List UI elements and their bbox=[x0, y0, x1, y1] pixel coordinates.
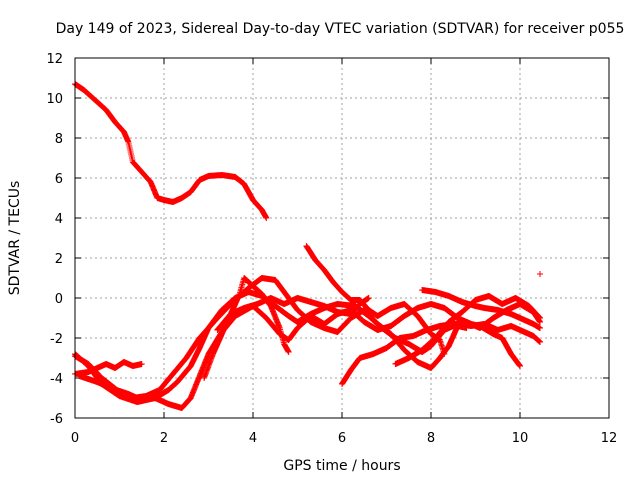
plot-frame bbox=[74, 57, 610, 419]
y-tick-label: 10 bbox=[46, 92, 63, 107]
x-tick-label: 2 bbox=[160, 431, 168, 446]
x-tick-label: 8 bbox=[427, 431, 435, 446]
data-points bbox=[72, 81, 544, 411]
y-tick-label: -4 bbox=[50, 372, 63, 387]
x-tick-label: 4 bbox=[249, 431, 257, 446]
y-tick-label: 12 bbox=[46, 52, 63, 67]
y-tick-label: 2 bbox=[55, 252, 63, 267]
series-track-12 bbox=[537, 271, 544, 277]
y-axis-title: SDTVAR / TECUs bbox=[7, 181, 23, 296]
y-tick-label: -2 bbox=[50, 332, 63, 347]
series-track-7 bbox=[214, 295, 372, 333]
series-track-8 bbox=[303, 243, 448, 357]
y-tick-label: 0 bbox=[55, 292, 63, 307]
y-tick-label: 8 bbox=[55, 132, 63, 147]
y-tick-label: 6 bbox=[55, 172, 63, 187]
x-tick-label: 10 bbox=[512, 431, 529, 446]
series-track-9 bbox=[339, 301, 544, 387]
series-track-10 bbox=[392, 293, 544, 367]
y-tick-label: -6 bbox=[50, 412, 63, 427]
x-tick-label: 0 bbox=[71, 431, 79, 446]
y-tick-label: 4 bbox=[55, 212, 63, 227]
series-track-11 bbox=[419, 287, 544, 331]
grid-lines bbox=[75, 58, 609, 418]
y-tick-labels: -6 -4 -2 0 2 4 6 8 10 12 bbox=[46, 52, 63, 427]
series-track-1 bbox=[72, 81, 270, 221]
x-tick-labels: 0 2 4 6 8 10 12 bbox=[71, 431, 617, 446]
x-axis-title: GPS time / hours bbox=[283, 458, 400, 474]
chart-title: Day 149 of 2023, Sidereal Day-to-day VTE… bbox=[56, 21, 625, 37]
x-tick-label: 12 bbox=[601, 431, 618, 446]
x-tick-label: 6 bbox=[338, 431, 346, 446]
